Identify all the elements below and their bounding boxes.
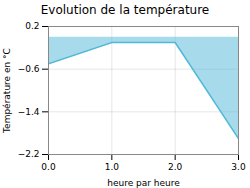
- svg-text:2.0: 2.0: [168, 162, 183, 172]
- svg-text:−2.2: −2.2: [18, 149, 40, 159]
- svg-text:−0.6: −0.6: [18, 64, 40, 74]
- svg-text:heure par heure: heure par heure: [107, 178, 180, 188]
- svg-text:0.2: 0.2: [25, 21, 39, 31]
- svg-text:Température en °C: Température en °C: [2, 48, 12, 134]
- html-text:Evolution de la température: Evolution de la température: [40, 3, 210, 17]
- svg-text:0.0: 0.0: [41, 162, 56, 172]
- svg-text:3.0: 3.0: [231, 162, 246, 172]
- svg-text:−1.4: −1.4: [18, 107, 40, 117]
- svg-text:1.0: 1.0: [105, 162, 120, 172]
